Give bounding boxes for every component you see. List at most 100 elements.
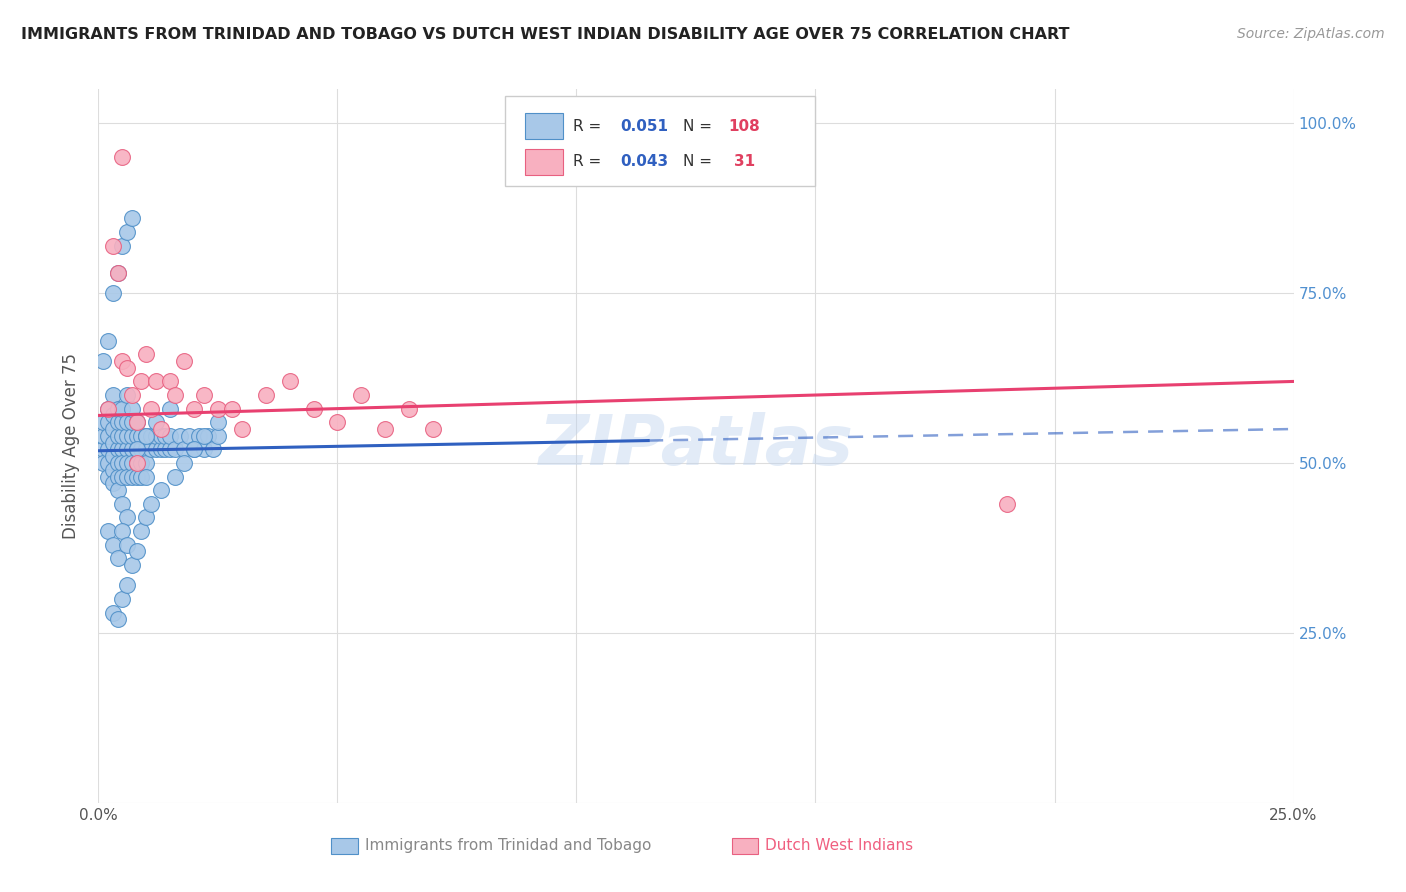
FancyBboxPatch shape <box>505 96 815 186</box>
Point <box>193 442 215 457</box>
Point <box>101 463 124 477</box>
Point <box>111 456 134 470</box>
Point <box>163 442 186 457</box>
Point <box>115 469 138 483</box>
Point <box>121 456 143 470</box>
Point <box>145 375 167 389</box>
Point <box>97 401 120 416</box>
Point <box>149 483 172 498</box>
Point <box>149 429 172 443</box>
Point <box>163 388 186 402</box>
Point <box>107 429 129 443</box>
Point <box>398 401 420 416</box>
Point <box>111 354 134 368</box>
Point <box>111 401 134 416</box>
Point <box>173 442 195 457</box>
Point <box>115 225 138 239</box>
Point <box>125 415 148 429</box>
Point <box>101 449 124 463</box>
Point <box>121 469 143 483</box>
Text: 108: 108 <box>728 119 761 134</box>
Point <box>131 375 153 389</box>
Text: 0.043: 0.043 <box>620 154 669 169</box>
Point <box>125 442 148 457</box>
Point <box>101 238 124 252</box>
Text: R =: R = <box>572 119 606 134</box>
Point <box>193 429 215 443</box>
Point <box>326 415 349 429</box>
Point <box>97 334 120 348</box>
Point <box>111 238 134 252</box>
Point <box>145 429 167 443</box>
Point <box>97 401 120 416</box>
Point <box>145 415 167 429</box>
Text: N =: N = <box>683 154 717 169</box>
Point <box>101 409 124 423</box>
Point <box>173 354 195 368</box>
Point <box>115 456 138 470</box>
Text: R =: R = <box>572 154 606 169</box>
Point <box>101 537 124 551</box>
Point <box>115 578 138 592</box>
Text: Dutch West Indians: Dutch West Indians <box>765 838 914 853</box>
Point <box>111 497 134 511</box>
Point <box>350 388 373 402</box>
Point <box>125 456 148 470</box>
Point <box>207 401 229 416</box>
Point <box>107 401 129 416</box>
Point <box>121 558 143 572</box>
Point <box>179 429 201 443</box>
Point <box>131 524 153 538</box>
Point <box>107 442 129 457</box>
Point <box>107 469 129 483</box>
Point <box>135 442 157 457</box>
Y-axis label: Disability Age Over 75: Disability Age Over 75 <box>62 353 80 539</box>
Point <box>91 415 114 429</box>
Point <box>101 388 124 402</box>
Point <box>97 429 120 443</box>
Point <box>125 429 148 443</box>
Text: ZIPatlas: ZIPatlas <box>538 412 853 480</box>
Point <box>135 510 157 524</box>
Point <box>107 266 129 280</box>
Point <box>135 429 157 443</box>
Point <box>131 429 153 443</box>
Point <box>131 469 153 483</box>
Point <box>97 456 120 470</box>
Point <box>125 544 148 558</box>
Point <box>107 612 129 626</box>
Point <box>107 415 129 429</box>
Point <box>131 442 153 457</box>
Point <box>197 429 219 443</box>
Point <box>995 497 1018 511</box>
Point <box>374 422 396 436</box>
Point <box>183 401 205 416</box>
Point <box>115 442 138 457</box>
Point <box>115 360 138 375</box>
Point <box>115 429 138 443</box>
Point <box>135 456 157 470</box>
Point <box>159 375 181 389</box>
Point <box>135 469 157 483</box>
Point <box>121 211 143 226</box>
Text: Source: ZipAtlas.com: Source: ZipAtlas.com <box>1237 27 1385 41</box>
Point <box>125 456 148 470</box>
Point <box>115 510 138 524</box>
Point <box>159 442 181 457</box>
Point <box>91 354 114 368</box>
Point <box>173 456 195 470</box>
Point <box>115 537 138 551</box>
Point <box>101 435 124 450</box>
Point <box>101 422 124 436</box>
Point <box>183 442 205 457</box>
Bar <box>524 149 564 175</box>
Point <box>155 442 177 457</box>
Point <box>91 456 114 470</box>
Point <box>115 388 138 402</box>
Point <box>207 415 229 429</box>
Point <box>107 483 129 498</box>
Point <box>149 442 172 457</box>
Point <box>111 469 134 483</box>
Point <box>121 442 143 457</box>
Point <box>193 388 215 402</box>
